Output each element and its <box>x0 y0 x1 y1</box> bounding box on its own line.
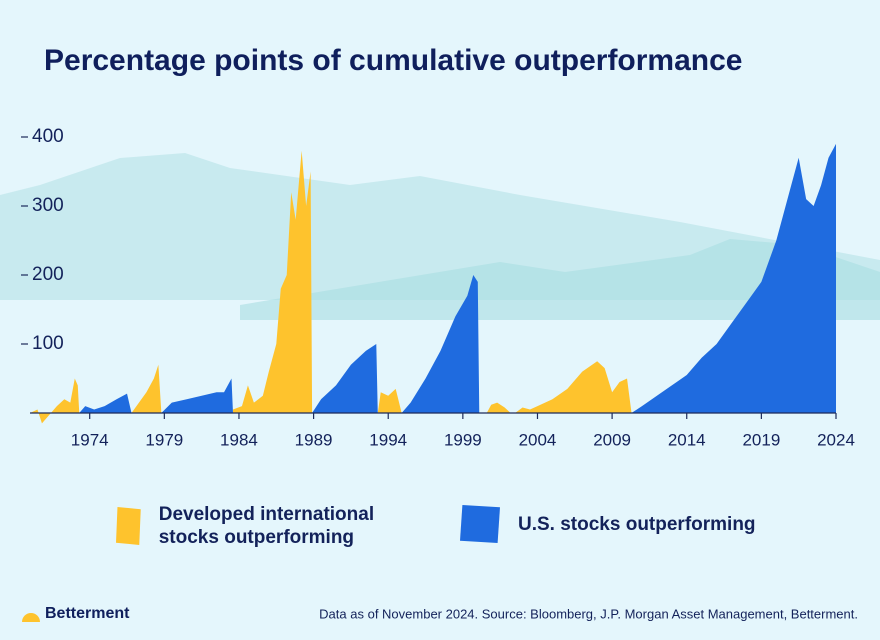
y-tick-label: 300 <box>32 195 64 216</box>
area <box>30 150 632 424</box>
x-tick-label: 1999 <box>444 430 482 449</box>
source-note: Data as of November 2024. Source: Bloomb… <box>319 606 858 621</box>
x-tick-label: 1989 <box>295 430 333 449</box>
legend-item: Developed international stocks outperfor… <box>116 503 416 549</box>
x-tick-label: 1994 <box>369 430 407 449</box>
legend-swatch <box>116 507 141 545</box>
area <box>79 143 836 413</box>
plot-area: 1974 1979 1984 1989 1994 1999 2004 2009 2014 2019… <box>21 126 855 449</box>
legend-swatch <box>460 505 500 543</box>
logo: Betterment <box>22 605 130 622</box>
x-tick-label: 2014 <box>668 430 706 449</box>
x-tick-label: 1979 <box>145 430 183 449</box>
x-tick-label: 2009 <box>593 430 631 449</box>
chart-title: Percentage points of cumulative outperfo… <box>44 44 742 77</box>
x-tick-label: 2024 <box>817 430 855 449</box>
legend-label: Developed international stocks outperfor… <box>158 504 375 548</box>
logo-text: Betterment <box>45 605 130 622</box>
y-tick-label: 400 <box>32 126 64 147</box>
background-mountains <box>0 153 880 320</box>
legend-item: U.S. stocks outperforming <box>460 505 780 543</box>
x-tick-label: 2019 <box>742 430 780 449</box>
x-tick-label: 2004 <box>519 430 557 449</box>
x-tick-label: 1974 <box>71 430 109 449</box>
x-tick-label: 1984 <box>220 430 258 449</box>
y-tick-label: 200 <box>32 264 64 285</box>
legend-label: U.S. stocks outperforming <box>518 513 756 535</box>
y-tick-label: 100 <box>32 333 64 354</box>
